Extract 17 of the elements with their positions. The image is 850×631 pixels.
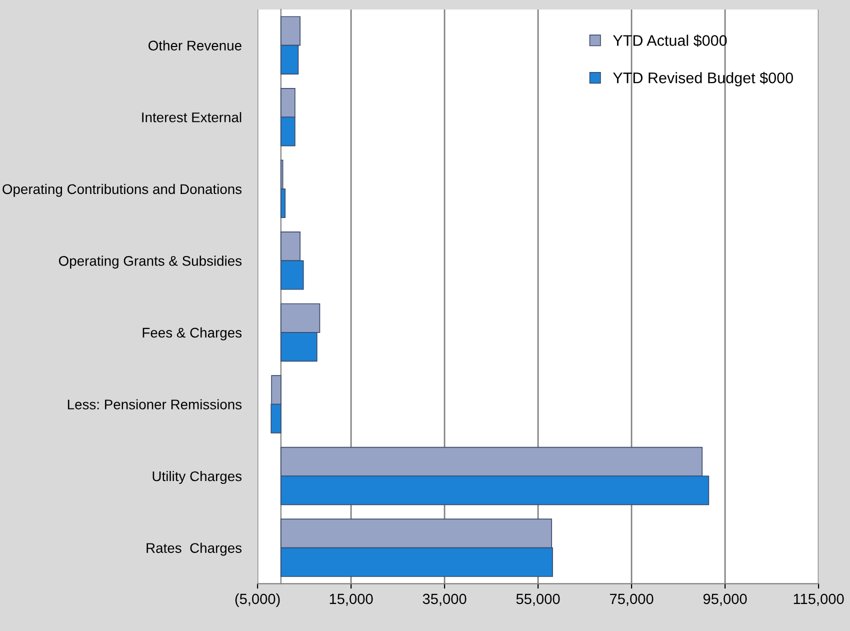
y-tick-label: Utility Charges (152, 470, 242, 484)
y-tick-label: Operating Grants & Subsidies (58, 256, 242, 269)
y-tick-label: Fees & Charges (142, 327, 242, 340)
x-tick-label: (5,000) (235, 593, 280, 607)
x-tick-label: 115,000 (794, 594, 844, 606)
legend-label: YTD Revised Budget $000 (613, 72, 793, 86)
x-tick-label: 95,000 (703, 594, 747, 606)
x-tick-label: 75,000 (610, 594, 654, 606)
y-tick-label: Interest External (142, 112, 242, 122)
y-tick-label: Operating Contributions and Donations (2, 184, 242, 197)
y-tick-label: Rates Charges (146, 542, 242, 556)
y-tick-label: Less: Pensioner Remissions (68, 399, 242, 410)
x-tick-label: 35,000 (422, 594, 466, 606)
legend-label: YTD Actual $000 (613, 34, 727, 47)
x-tick-label: 15,000 (330, 594, 373, 606)
y-tick-label: Other Revenue (148, 40, 242, 51)
x-tick-label: 55,000 (516, 594, 560, 606)
